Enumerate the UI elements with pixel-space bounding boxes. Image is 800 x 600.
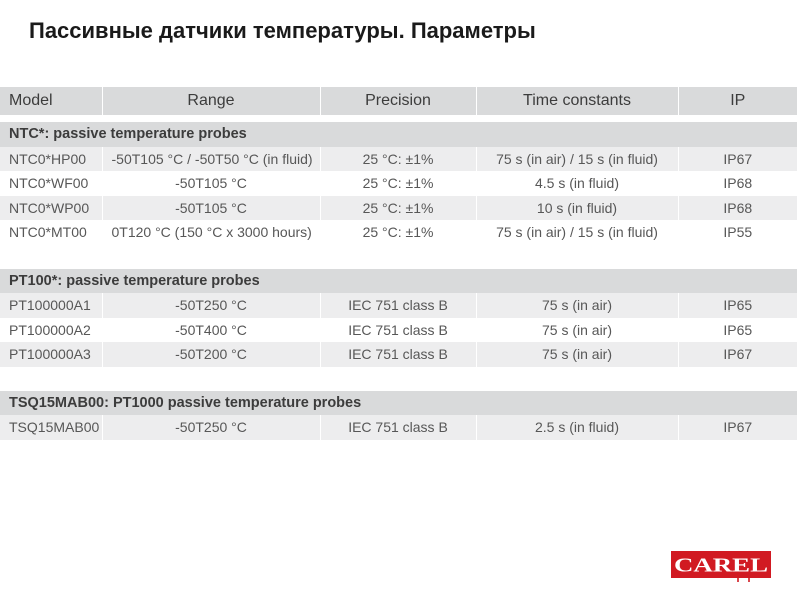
- svg-text:CAREL: CAREL: [674, 555, 768, 577]
